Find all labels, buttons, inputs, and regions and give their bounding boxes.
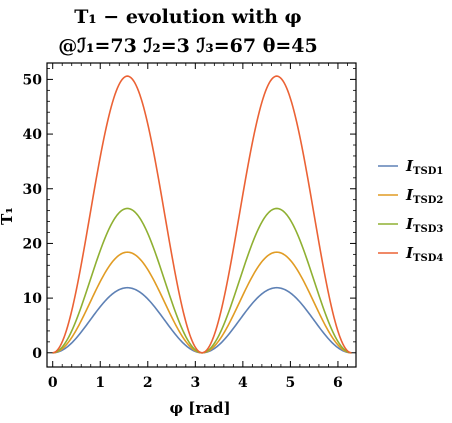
legend-label: ITSD2 (405, 186, 443, 206)
legend-label: ITSD4 (405, 244, 443, 264)
y-tick-label: 30 (23, 182, 43, 198)
y-axis-label: T₁ (0, 207, 16, 225)
x-tick-label: 0 (48, 375, 58, 391)
series-line-tsd4 (52, 75, 352, 354)
axis-ticks: 0 1 2 3 4 5 6 0 10 20 30 40 50 (23, 63, 356, 391)
x-axis-label: φ [rad] (169, 399, 230, 417)
chart-title-line1: T₁ − evolution with φ (74, 6, 302, 28)
x-tick-label: 3 (190, 375, 200, 391)
series-line-tsd1 (52, 286, 352, 354)
chart-title-line2: @ℐ₁=73 ℐ₂=3 ℐ₃=67 θ=45 (58, 35, 317, 57)
x-tick-label: 4 (238, 375, 248, 391)
series-line-tsd3 (52, 207, 352, 354)
y-tick-label: 40 (23, 127, 43, 143)
plot-frame (46, 62, 357, 368)
series-lines (52, 75, 352, 354)
legend: ITSD1 ITSD2 ITSD3 ITSD4 (378, 157, 443, 264)
y-tick-label: 20 (23, 236, 43, 252)
y-tick-label: 50 (23, 72, 43, 88)
x-tick-label: 5 (286, 375, 296, 391)
y-tick-label: 0 (32, 346, 42, 362)
x-tick-label: 6 (333, 375, 343, 391)
x-tick-label: 2 (143, 375, 153, 391)
series-line-tsd2 (52, 251, 352, 354)
legend-label: ITSD3 (405, 215, 443, 235)
legend-label: ITSD1 (405, 157, 443, 177)
x-tick-label: 1 (95, 375, 105, 391)
y-tick-label: 10 (23, 291, 43, 307)
